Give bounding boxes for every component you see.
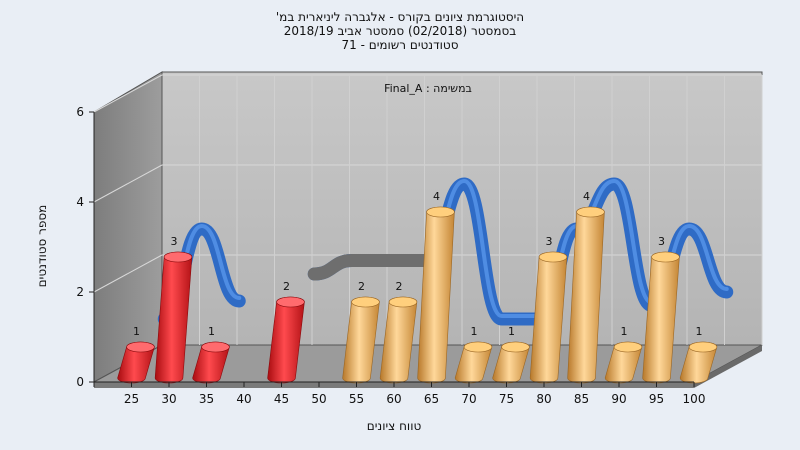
x-tick-label: 25	[124, 392, 139, 406]
bar-top-75	[501, 341, 530, 353]
x-tick-label: 70	[461, 392, 476, 406]
bar-top-65	[426, 206, 455, 218]
bar-top-95	[651, 251, 680, 263]
bar-top-45	[276, 296, 305, 308]
data-label-45: 2	[283, 280, 290, 293]
bar-top-70	[463, 341, 493, 353]
grid-line-left	[93, 254, 163, 293]
x-tick-label: 90	[611, 392, 626, 406]
chart-title-line-3: סטודנטים רשומים - 71	[341, 38, 458, 52]
bar-top-25	[126, 341, 155, 353]
floor-right-edge	[694, 345, 762, 388]
data-label-65: 4	[433, 190, 440, 203]
data-label-30: 3	[171, 235, 178, 248]
x-tick-label: 50	[311, 392, 326, 406]
bars-group	[117, 206, 718, 384]
x-tick-label: 30	[161, 392, 176, 406]
bar-top-100	[688, 341, 718, 353]
chart-title-line-1: היסטוגרמת ציונים בקורס - אלגברה ליניארית…	[276, 10, 524, 24]
data-label-85: 4	[583, 190, 590, 203]
data-label-35: 1	[208, 325, 215, 338]
x-tick-label: 75	[499, 392, 514, 406]
data-labels-group: 1 3 1 2 2 2 4 1 1 3 4 1 3 1	[133, 190, 703, 338]
x-tick-label: 100	[683, 392, 706, 406]
bar-top-35	[201, 341, 230, 353]
y-tick-label: 2	[76, 285, 84, 299]
x-tick-label: 40	[236, 392, 251, 406]
ribbon-gray-segment	[307, 253, 434, 281]
x-tick-label: 55	[349, 392, 364, 406]
bar-top-85	[576, 206, 605, 218]
data-label-25: 1	[133, 325, 140, 338]
left-wall	[93, 71, 163, 383]
data-label-55: 2	[358, 280, 365, 293]
x-tick-label: 60	[386, 392, 401, 406]
y-tick-label: 6	[76, 105, 84, 119]
x-tick-label: 95	[649, 392, 664, 406]
y-ticks-group: 0 2 4 6	[76, 105, 94, 389]
x-tick-label: 85	[574, 392, 589, 406]
chart-title-line-2: בסמסטר (02/2018) סמסטר אביב 2018/19	[284, 24, 516, 38]
gridlines	[93, 74, 763, 345]
bar-top-90	[613, 341, 643, 353]
grid-line-left	[93, 164, 163, 203]
data-label-70: 1	[471, 325, 478, 338]
x-tick-label: 45	[274, 392, 289, 406]
data-label-80: 3	[546, 235, 553, 248]
x-tick-label: 65	[424, 392, 439, 406]
bar-top-55	[351, 296, 380, 308]
x-axis-title: טווח ציונים	[367, 419, 422, 433]
data-label-60: 2	[396, 280, 403, 293]
x-tick-label: 80	[536, 392, 551, 406]
data-label-100: 1	[696, 325, 703, 338]
data-label-95: 3	[658, 235, 665, 248]
bar-top-60	[388, 296, 418, 308]
y-axis-title: מספר סטודנטים	[35, 205, 49, 288]
task-label: במשימה : Final_A	[384, 82, 472, 95]
y-tick-label: 0	[76, 375, 84, 389]
x-ticks-group: 25 30 35 40 45 50 55 60 65 70 75 80 85 90 95 100	[93, 382, 706, 406]
data-label-90: 1	[621, 325, 628, 338]
y-tick-label: 4	[76, 195, 84, 209]
bar-top-30	[163, 251, 193, 263]
data-label-75: 1	[508, 325, 515, 338]
bar-top-80	[538, 251, 568, 263]
grid-line-left	[93, 74, 163, 113]
x-tick-label: 35	[199, 392, 214, 406]
